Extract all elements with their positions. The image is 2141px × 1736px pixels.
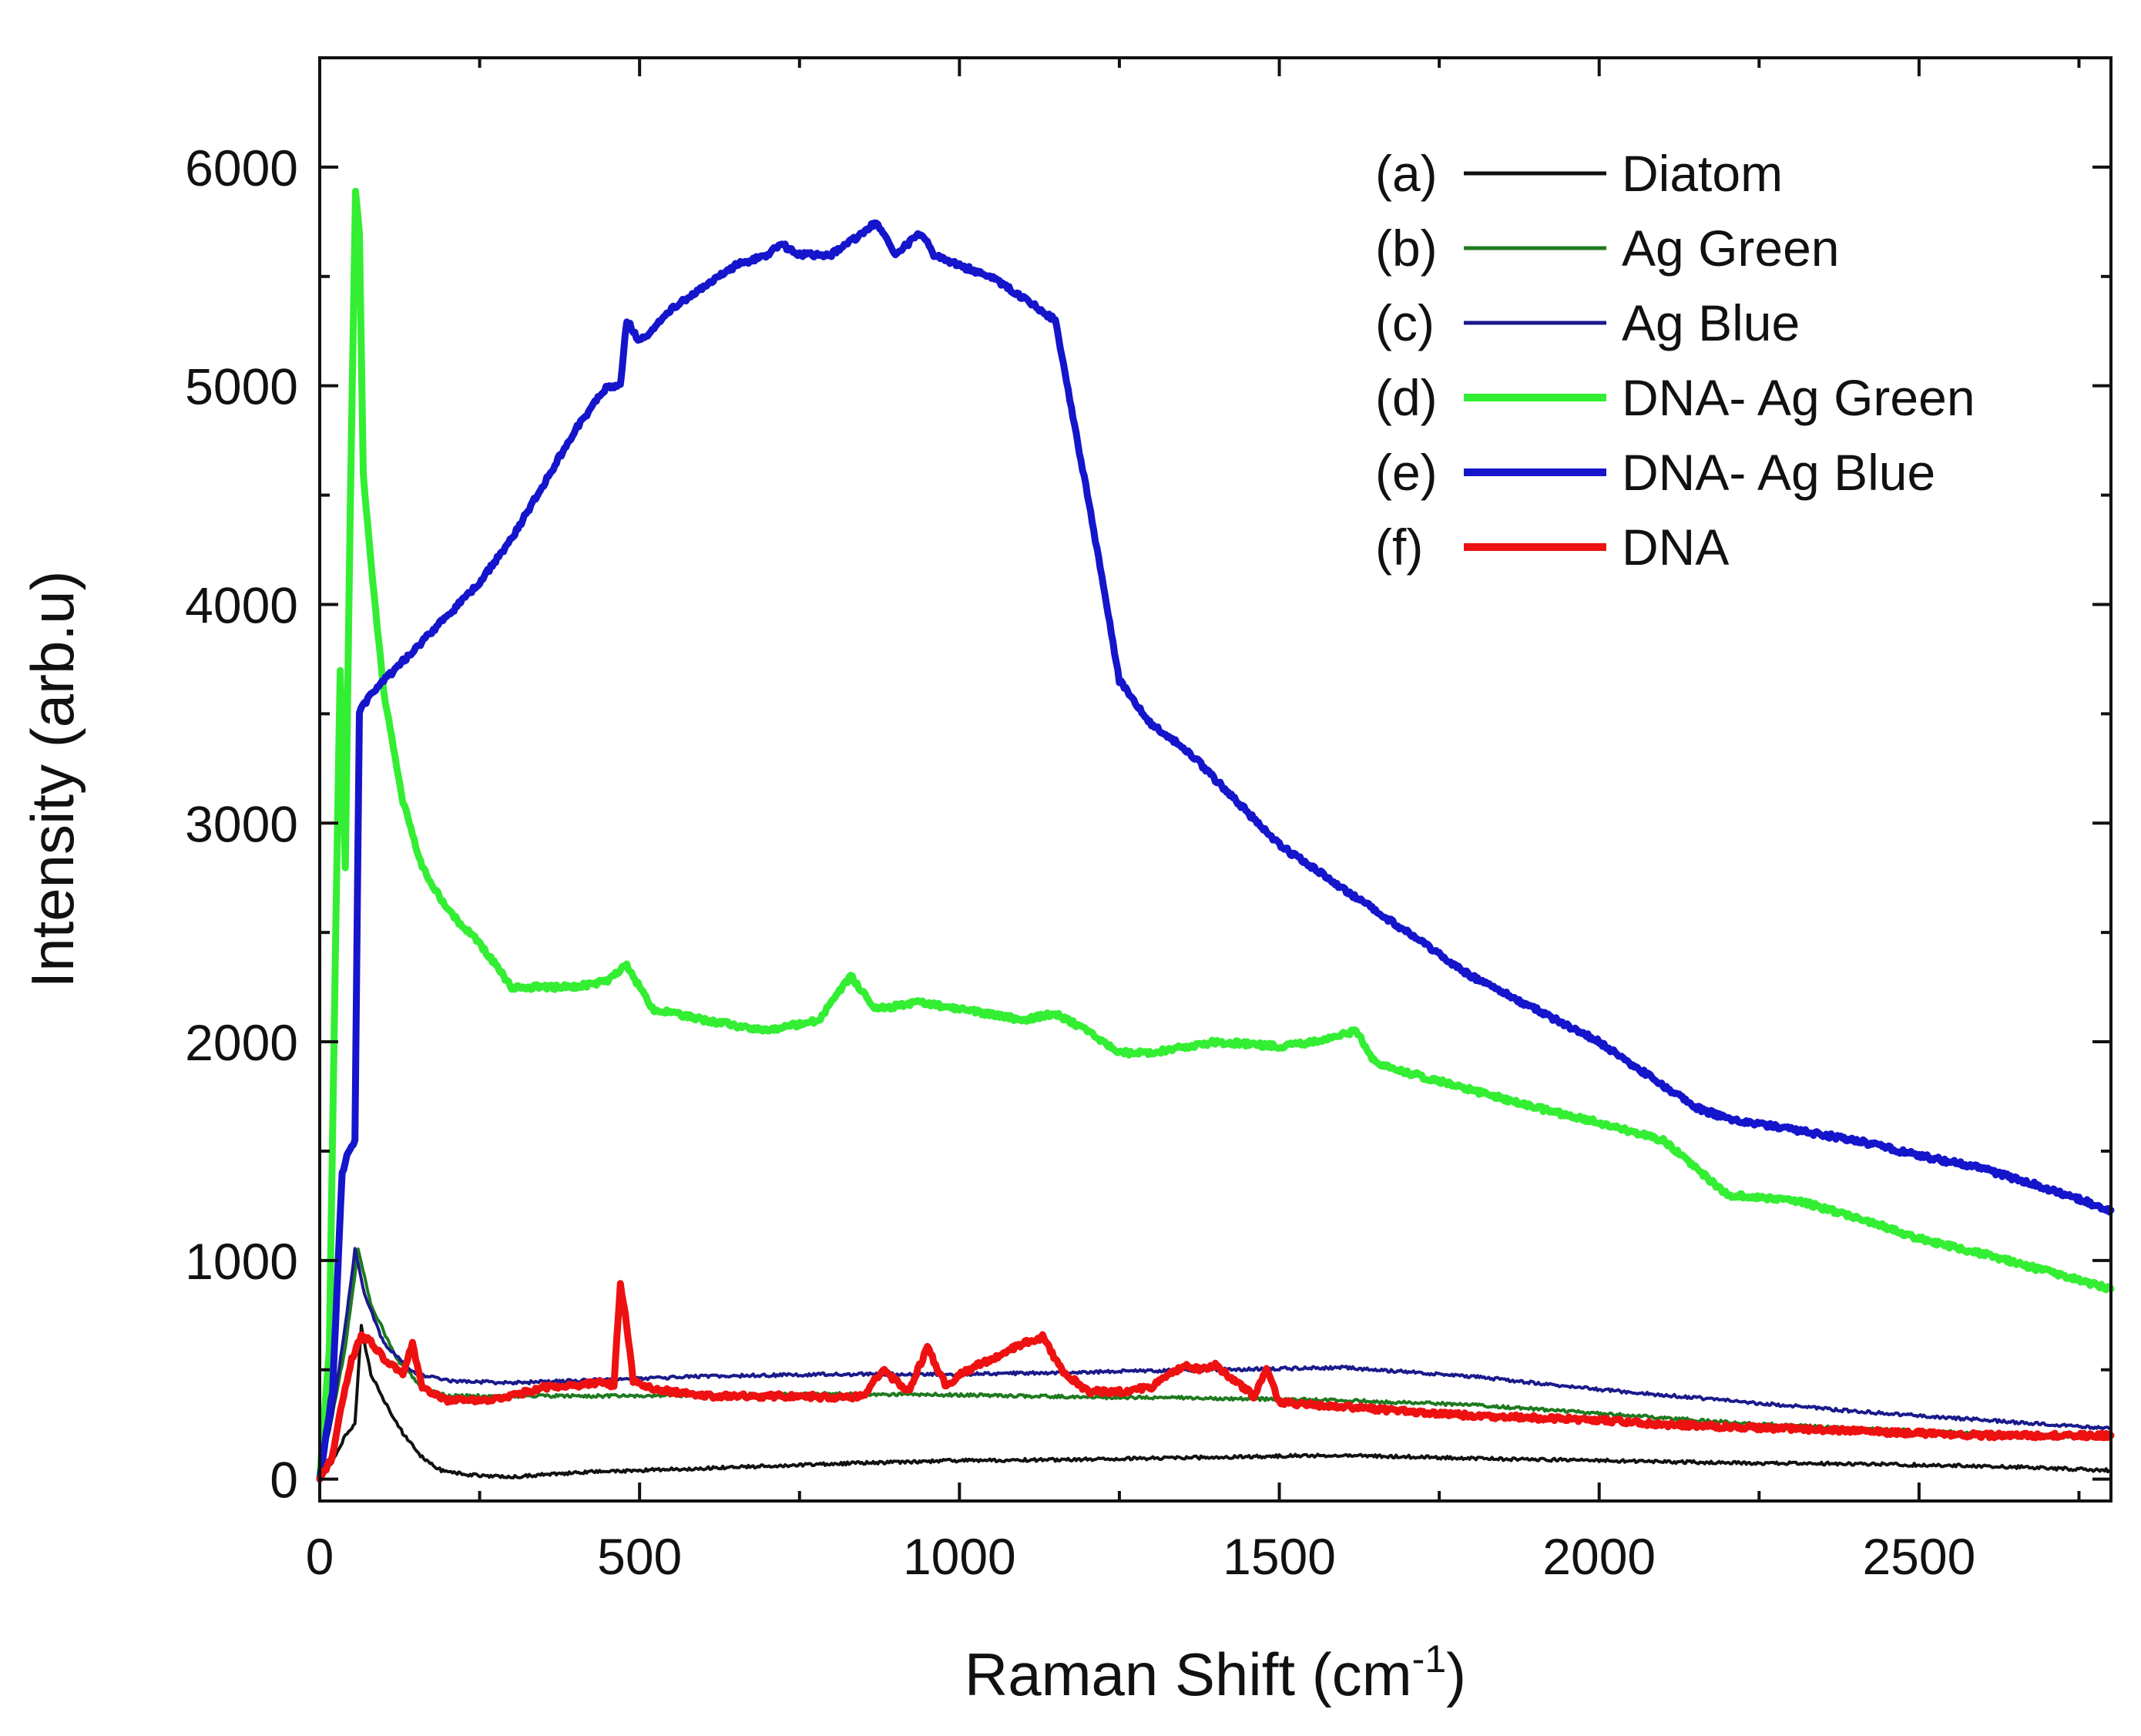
x-axis-title-close: ) [1446,1640,1466,1708]
x-tick-label: 500 [597,1528,682,1585]
legend-label: Ag Blue [1622,294,1800,351]
axes-layer [318,56,2112,1503]
y-tick-label: 2000 [185,1014,298,1071]
legend-item: (d) DNA- Ag Green [1375,369,1975,426]
legend-tag: (a) [1375,145,1438,202]
legend-item: (b) Ag Green [1375,220,1840,277]
legend-label: DNA [1622,519,1729,576]
legend-tag: (e) [1375,444,1438,501]
y-tick-label: 0 [270,1452,298,1509]
series-line-dna [316,1280,2115,1483]
series-layer [316,187,2115,1483]
labels-layer: 0 500 1000 1500 2000 2500 0 1000 2000 3000 4000 500… [18,139,1975,1708]
legend-tag: (f) [1375,519,1423,576]
x-axis-title-superscript: -1 [1412,1637,1446,1681]
legend-item: (a) Diatom [1375,145,1783,202]
legend-label: Ag Green [1622,220,1840,277]
y-tick-label: 5000 [185,358,298,415]
legend-label: DNA- Ag Green [1622,369,1975,426]
legend-tag: (c) [1375,294,1435,351]
y-tick-label: 6000 [185,139,298,196]
x-axis-title: Raman Shift (cm-1) [965,1637,1466,1708]
x-tick-label: 2000 [1542,1528,1656,1585]
y-axis-title: Intensity (arb.u) [18,571,86,989]
x-tick-label: 1000 [903,1528,1016,1585]
y-tick-label: 1000 [185,1233,298,1290]
series-line-dna-ag-green [316,187,2115,1483]
legend: (a) Diatom (b) Ag Green (c) Ag Blue (d) DNA- Ag… [1375,145,1975,576]
series-line-diatom [318,1324,2112,1481]
legend-label: DNA- Ag Blue [1622,444,1935,501]
legend-label: Diatom [1622,145,1783,202]
x-tick-label: 1500 [1223,1528,1336,1585]
legend-tag: (d) [1375,369,1438,426]
plot-frame [318,56,2112,1503]
x-tick-label: 0 [306,1528,334,1585]
x-tick-label: 2500 [1862,1528,1975,1585]
x-axis-title-text: Raman Shift (cm [965,1640,1412,1708]
series-line-dna-ag-blue [316,219,2115,1483]
legend-item: (e) DNA- Ag Blue [1375,444,1935,501]
legend-item: (f) DNA [1375,519,1729,576]
legend-item: (c) Ag Blue [1375,294,1800,351]
y-tick-label: 3000 [185,795,298,852]
y-tick-label: 4000 [185,576,298,633]
legend-tag: (b) [1375,220,1438,277]
